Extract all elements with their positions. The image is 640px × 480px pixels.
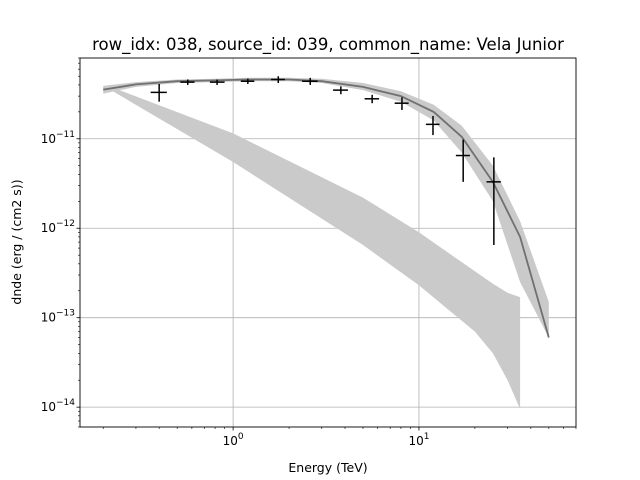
flux-point [394,97,409,110]
flux-point [455,139,470,182]
flux-point [271,76,285,84]
x-tick-label: 101 [408,432,429,448]
plot-frame [79,57,577,428]
chart-title: row_idx: 038, source_id: 039, common_nam… [92,35,564,55]
confidence-band-secondary [110,86,521,410]
flux-point [486,157,501,245]
plot-area [80,58,576,427]
flux-point [150,83,167,102]
flux-point [240,78,255,84]
flux-point [180,79,195,85]
flux-point [425,115,440,136]
y-tick-label: 10−12 [41,219,75,235]
y-axis-label: dnde (erg / (cm2 s)) [9,179,24,304]
flux-point [333,86,348,95]
x-tick-label: 100 [223,432,244,448]
flux-point [364,94,380,104]
flux-point [209,79,225,85]
model-curve [103,78,550,338]
x-axis-label: Energy (TeV) [288,460,367,475]
y-tick-label: 10−11 [41,130,75,146]
y-tick-label: 10−14 [41,398,76,414]
y-tick-label: 10−13 [41,309,75,325]
axis-ticks: 100 101 10−14 10−13 10−12 10−11 [41,57,577,448]
flux-point [302,77,318,85]
